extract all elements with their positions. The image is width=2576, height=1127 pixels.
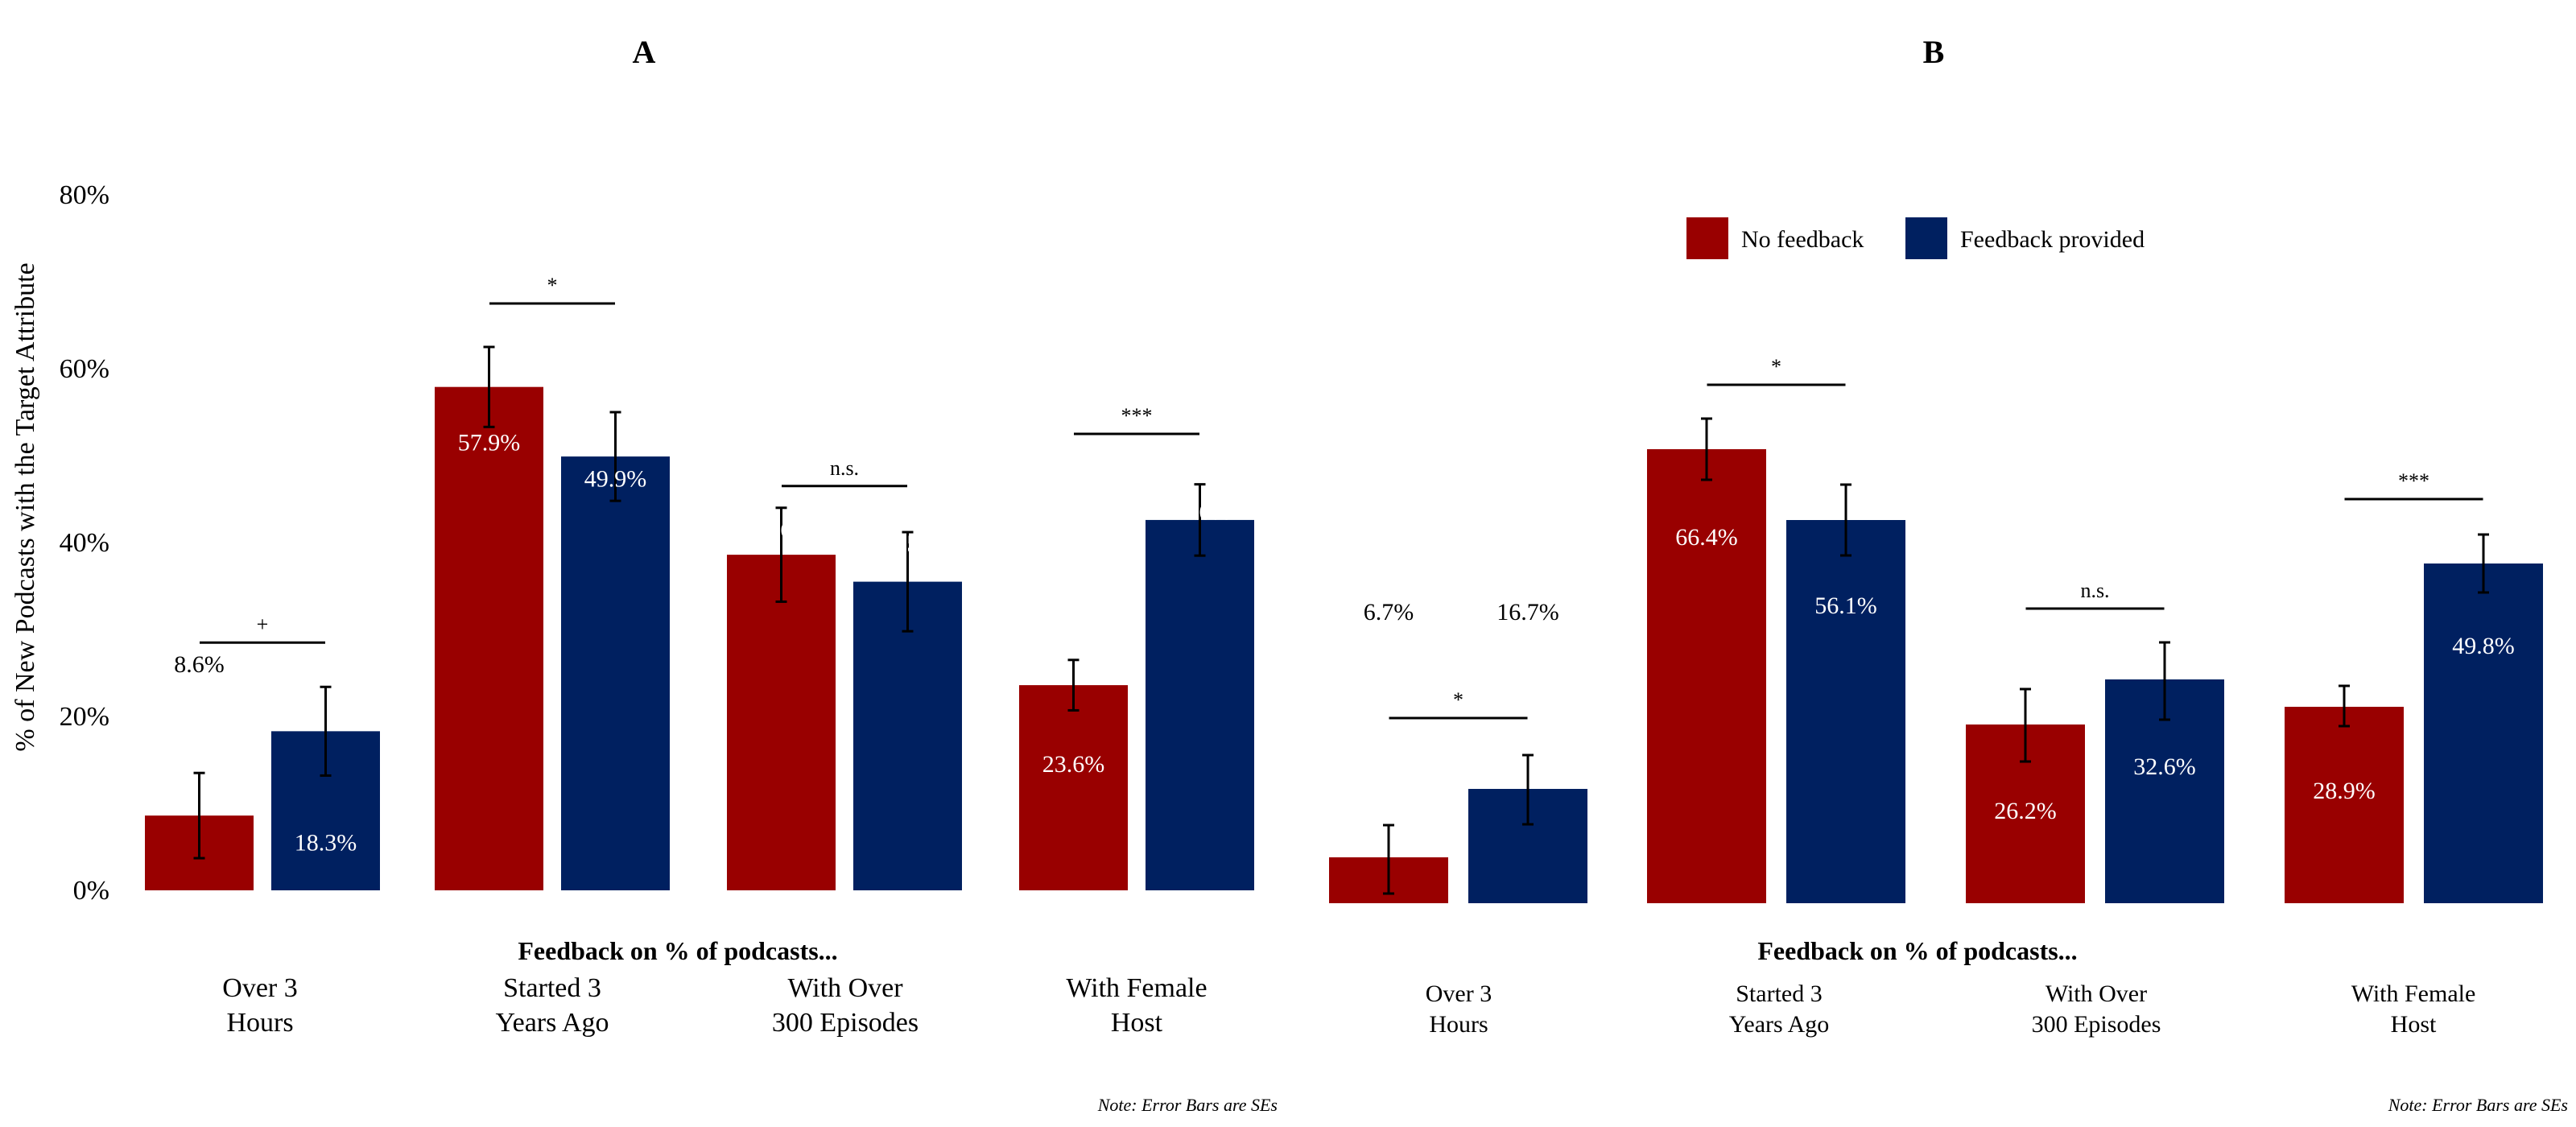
significance-label: n.s. bbox=[830, 456, 859, 480]
category-label: With Over 300 Episodes bbox=[772, 973, 919, 1038]
bar-value-label: 6.7% bbox=[1364, 599, 1414, 625]
category-label-line: With Female bbox=[1066, 973, 1207, 1003]
bar-value-label: 42.6% bbox=[1169, 498, 1232, 525]
category-label-line: Started 3 bbox=[503, 973, 601, 1003]
panel-b-x-axis-title: Feedback on % of podcasts... bbox=[1757, 936, 2077, 965]
significance-label: + bbox=[257, 613, 269, 636]
category-label-line: 300 Episodes bbox=[772, 1008, 919, 1038]
panel-a-category-labels: Over 3 Hours Started 3 Years Ago With Over 30… bbox=[222, 973, 1207, 1038]
bar-value-label: 38.6% bbox=[750, 517, 813, 543]
significance-label: *** bbox=[1121, 404, 1153, 427]
bar-value-label: 26.2% bbox=[1994, 798, 2057, 824]
legend-swatch-no-feedback bbox=[1686, 217, 1728, 259]
panel-b-marks: 6.7% 16.7% * 66.4% 56.1% * 26.2% 32.6% n.s. 28.9%… bbox=[1329, 355, 2543, 903]
bar-value-label: 28.9% bbox=[2313, 778, 2376, 804]
bar-value-label: 18.3% bbox=[295, 830, 357, 857]
legend-label-feedback: Feedback provided bbox=[1960, 226, 2145, 253]
y-tick-label: 0% bbox=[73, 876, 109, 906]
y-axis-label: % of New Podcasts with the Target Attrib… bbox=[10, 262, 40, 751]
significance-label: * bbox=[1771, 355, 1781, 378]
category-label-line: Over 3 bbox=[1426, 980, 1492, 1007]
bar-value-label: 23.6% bbox=[1042, 751, 1105, 778]
panel-a-x-axis-title: Feedback on % of podcasts... bbox=[518, 936, 837, 965]
bar-value-label: 57.9% bbox=[458, 429, 521, 456]
panel-b-note: Note: Error Bars are SEs bbox=[2388, 1095, 2568, 1115]
category-label-line: With Female bbox=[2351, 980, 2476, 1007]
category-label-line: Started 3 bbox=[1736, 980, 1822, 1007]
category-label-line: Years Ago bbox=[495, 1008, 609, 1038]
category-label-line: Hours bbox=[226, 1008, 293, 1038]
category-label-line: 300 Episodes bbox=[2032, 1011, 2161, 1038]
legend: No feedback Feedback provided bbox=[1686, 217, 2145, 259]
bar-value-label: 56.1% bbox=[1814, 592, 1877, 619]
y-tick-label: 60% bbox=[60, 354, 109, 384]
bar-value-label: 35.5% bbox=[877, 530, 939, 557]
bar-value-label: 32.6% bbox=[2133, 753, 2196, 780]
category-label: Started 3 Years Ago bbox=[1729, 980, 1829, 1038]
bar bbox=[1146, 519, 1254, 890]
bar bbox=[853, 581, 962, 890]
category-label: Over 3 Hours bbox=[222, 973, 297, 1038]
bar bbox=[1019, 685, 1128, 890]
bar bbox=[1786, 520, 1905, 903]
category-label: With Female Host bbox=[2351, 980, 2476, 1038]
bar bbox=[561, 456, 670, 890]
category-label-line: With Over bbox=[787, 973, 903, 1003]
y-tick-label: 20% bbox=[60, 702, 109, 732]
legend-label-no-feedback: No feedback bbox=[1741, 226, 1864, 253]
significance-label: * bbox=[1453, 688, 1463, 712]
panel-a-marks: 8.6% 18.3% +57.9% 49.9% * 38.6% 35.5% n.s. 23.6%… bbox=[145, 274, 1254, 890]
significance-label: n.s. bbox=[2080, 579, 2109, 602]
category-label-line: With Over bbox=[2046, 980, 2147, 1007]
panel-b-category-labels: Over 3 Hours Started 3 Years Ago With Over 30… bbox=[1426, 980, 2476, 1038]
category-label-line: Host bbox=[1111, 1008, 1163, 1038]
bar-value-label: 49.9% bbox=[584, 465, 647, 492]
category-label-line: Host bbox=[2391, 1011, 2437, 1038]
category-label: Started 3 Years Ago bbox=[495, 973, 609, 1038]
category-label: With Over 300 Episodes bbox=[2032, 980, 2161, 1038]
bar-value-label: 8.6% bbox=[174, 651, 225, 678]
bar bbox=[727, 555, 836, 890]
bar bbox=[435, 386, 543, 890]
legend-swatch-feedback bbox=[1905, 217, 1947, 259]
panel-a-note: Note: Error Bars are SEs bbox=[1097, 1095, 1278, 1115]
panel-a-y-ticks: 0% 20% 40% 60% 80% bbox=[60, 180, 109, 906]
bar-value-label: 66.4% bbox=[1675, 524, 1738, 551]
panel-b-title: B bbox=[1923, 34, 1945, 70]
category-label-line: Hours bbox=[1429, 1011, 1488, 1038]
significance-label: *** bbox=[2398, 469, 2429, 493]
category-label-line: Over 3 bbox=[222, 973, 297, 1003]
category-label: Over 3 Hours bbox=[1426, 980, 1492, 1038]
panel-a-title: A bbox=[633, 34, 656, 70]
bar-value-label: 49.8% bbox=[2452, 633, 2515, 659]
category-label-line: Years Ago bbox=[1729, 1011, 1829, 1038]
category-label: With Female Host bbox=[1066, 973, 1207, 1038]
bar-value-label: 16.7% bbox=[1496, 599, 1559, 625]
y-tick-label: 40% bbox=[60, 528, 109, 558]
y-tick-label: 80% bbox=[60, 180, 109, 210]
bar bbox=[2424, 564, 2543, 903]
significance-label: * bbox=[547, 274, 558, 297]
bar bbox=[2285, 707, 2404, 903]
bar bbox=[1647, 449, 1766, 903]
